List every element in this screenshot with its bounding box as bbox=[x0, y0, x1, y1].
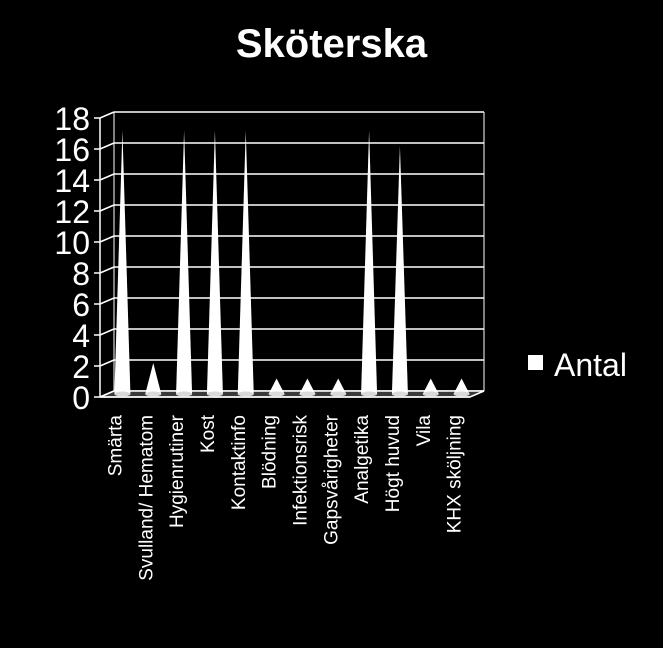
gridline-depth bbox=[99, 266, 115, 274]
y-tick-label: 12 bbox=[54, 194, 90, 230]
bar bbox=[299, 378, 316, 394]
y-tick-label: 6 bbox=[72, 287, 90, 323]
bar bbox=[237, 130, 254, 394]
x-tick-label: Blödning bbox=[260, 415, 281, 489]
x-tick-label: Analgetika bbox=[352, 415, 373, 504]
bar-base bbox=[422, 391, 439, 397]
bar bbox=[391, 146, 408, 394]
bar-base bbox=[268, 391, 285, 397]
bar-base bbox=[176, 391, 193, 397]
legend-swatch bbox=[528, 355, 543, 370]
x-tick-label: Hygienrutiner bbox=[167, 414, 188, 528]
y-tick-label: 8 bbox=[72, 256, 90, 292]
y-tick-label: 18 bbox=[54, 101, 90, 137]
bar-base bbox=[145, 391, 162, 397]
bar-base bbox=[237, 391, 254, 397]
x-tick-label: Kontaktinfo bbox=[229, 415, 250, 510]
x-tick-label: Gapsvårigheter bbox=[321, 414, 342, 545]
bars bbox=[114, 130, 470, 397]
x-tick-label: Kost bbox=[198, 414, 219, 453]
bar bbox=[268, 378, 285, 394]
gridline-depth bbox=[99, 359, 115, 367]
y-tick-label: 2 bbox=[72, 349, 90, 385]
y-tick-label: 16 bbox=[54, 132, 90, 168]
y-tick-label: 4 bbox=[72, 318, 90, 354]
gridline-depth bbox=[99, 142, 115, 150]
axes bbox=[94, 112, 485, 398]
chart-title: Sköterska bbox=[235, 22, 428, 66]
bar-base bbox=[330, 391, 347, 397]
bar bbox=[176, 130, 193, 394]
x-tick-label: Högt huvud bbox=[383, 415, 404, 512]
gridline-depth bbox=[99, 111, 115, 119]
bar-base bbox=[453, 391, 470, 397]
bar-base bbox=[206, 391, 223, 397]
x-tick-label: Smärta bbox=[105, 415, 126, 477]
x-tick-label: KHX sköljning bbox=[445, 415, 466, 533]
bar-base bbox=[391, 391, 408, 397]
legend-label: Antal bbox=[554, 347, 627, 383]
bar bbox=[422, 378, 439, 394]
gridline-depth bbox=[99, 173, 115, 181]
bar bbox=[361, 130, 378, 394]
bar bbox=[206, 130, 223, 394]
bar bbox=[114, 130, 131, 394]
y-tick-label: 10 bbox=[54, 225, 90, 261]
x-tick-labels: Smärta Svulland/ Hematom Hygienrutiner Kost… bbox=[105, 414, 465, 581]
bar bbox=[145, 363, 162, 394]
x-tick-label: Infektionsrisk bbox=[290, 415, 311, 526]
gridline-depth bbox=[99, 235, 115, 243]
gridline-depth bbox=[99, 297, 115, 305]
gridline-depth bbox=[99, 328, 115, 336]
bar-base bbox=[299, 391, 316, 397]
y-tick-label: 0 bbox=[72, 380, 90, 416]
bar-base bbox=[361, 391, 378, 397]
legend: Antal bbox=[528, 347, 627, 383]
gridlines bbox=[99, 111, 484, 398]
gridline-depth bbox=[99, 204, 115, 212]
bar bbox=[330, 378, 347, 394]
y-tick-label: 14 bbox=[54, 163, 90, 199]
x-tick-label: Vila bbox=[414, 415, 435, 447]
bar-base bbox=[114, 391, 131, 397]
x-tick-label: Svulland/ Hematom bbox=[136, 415, 157, 581]
bar bbox=[453, 378, 470, 394]
